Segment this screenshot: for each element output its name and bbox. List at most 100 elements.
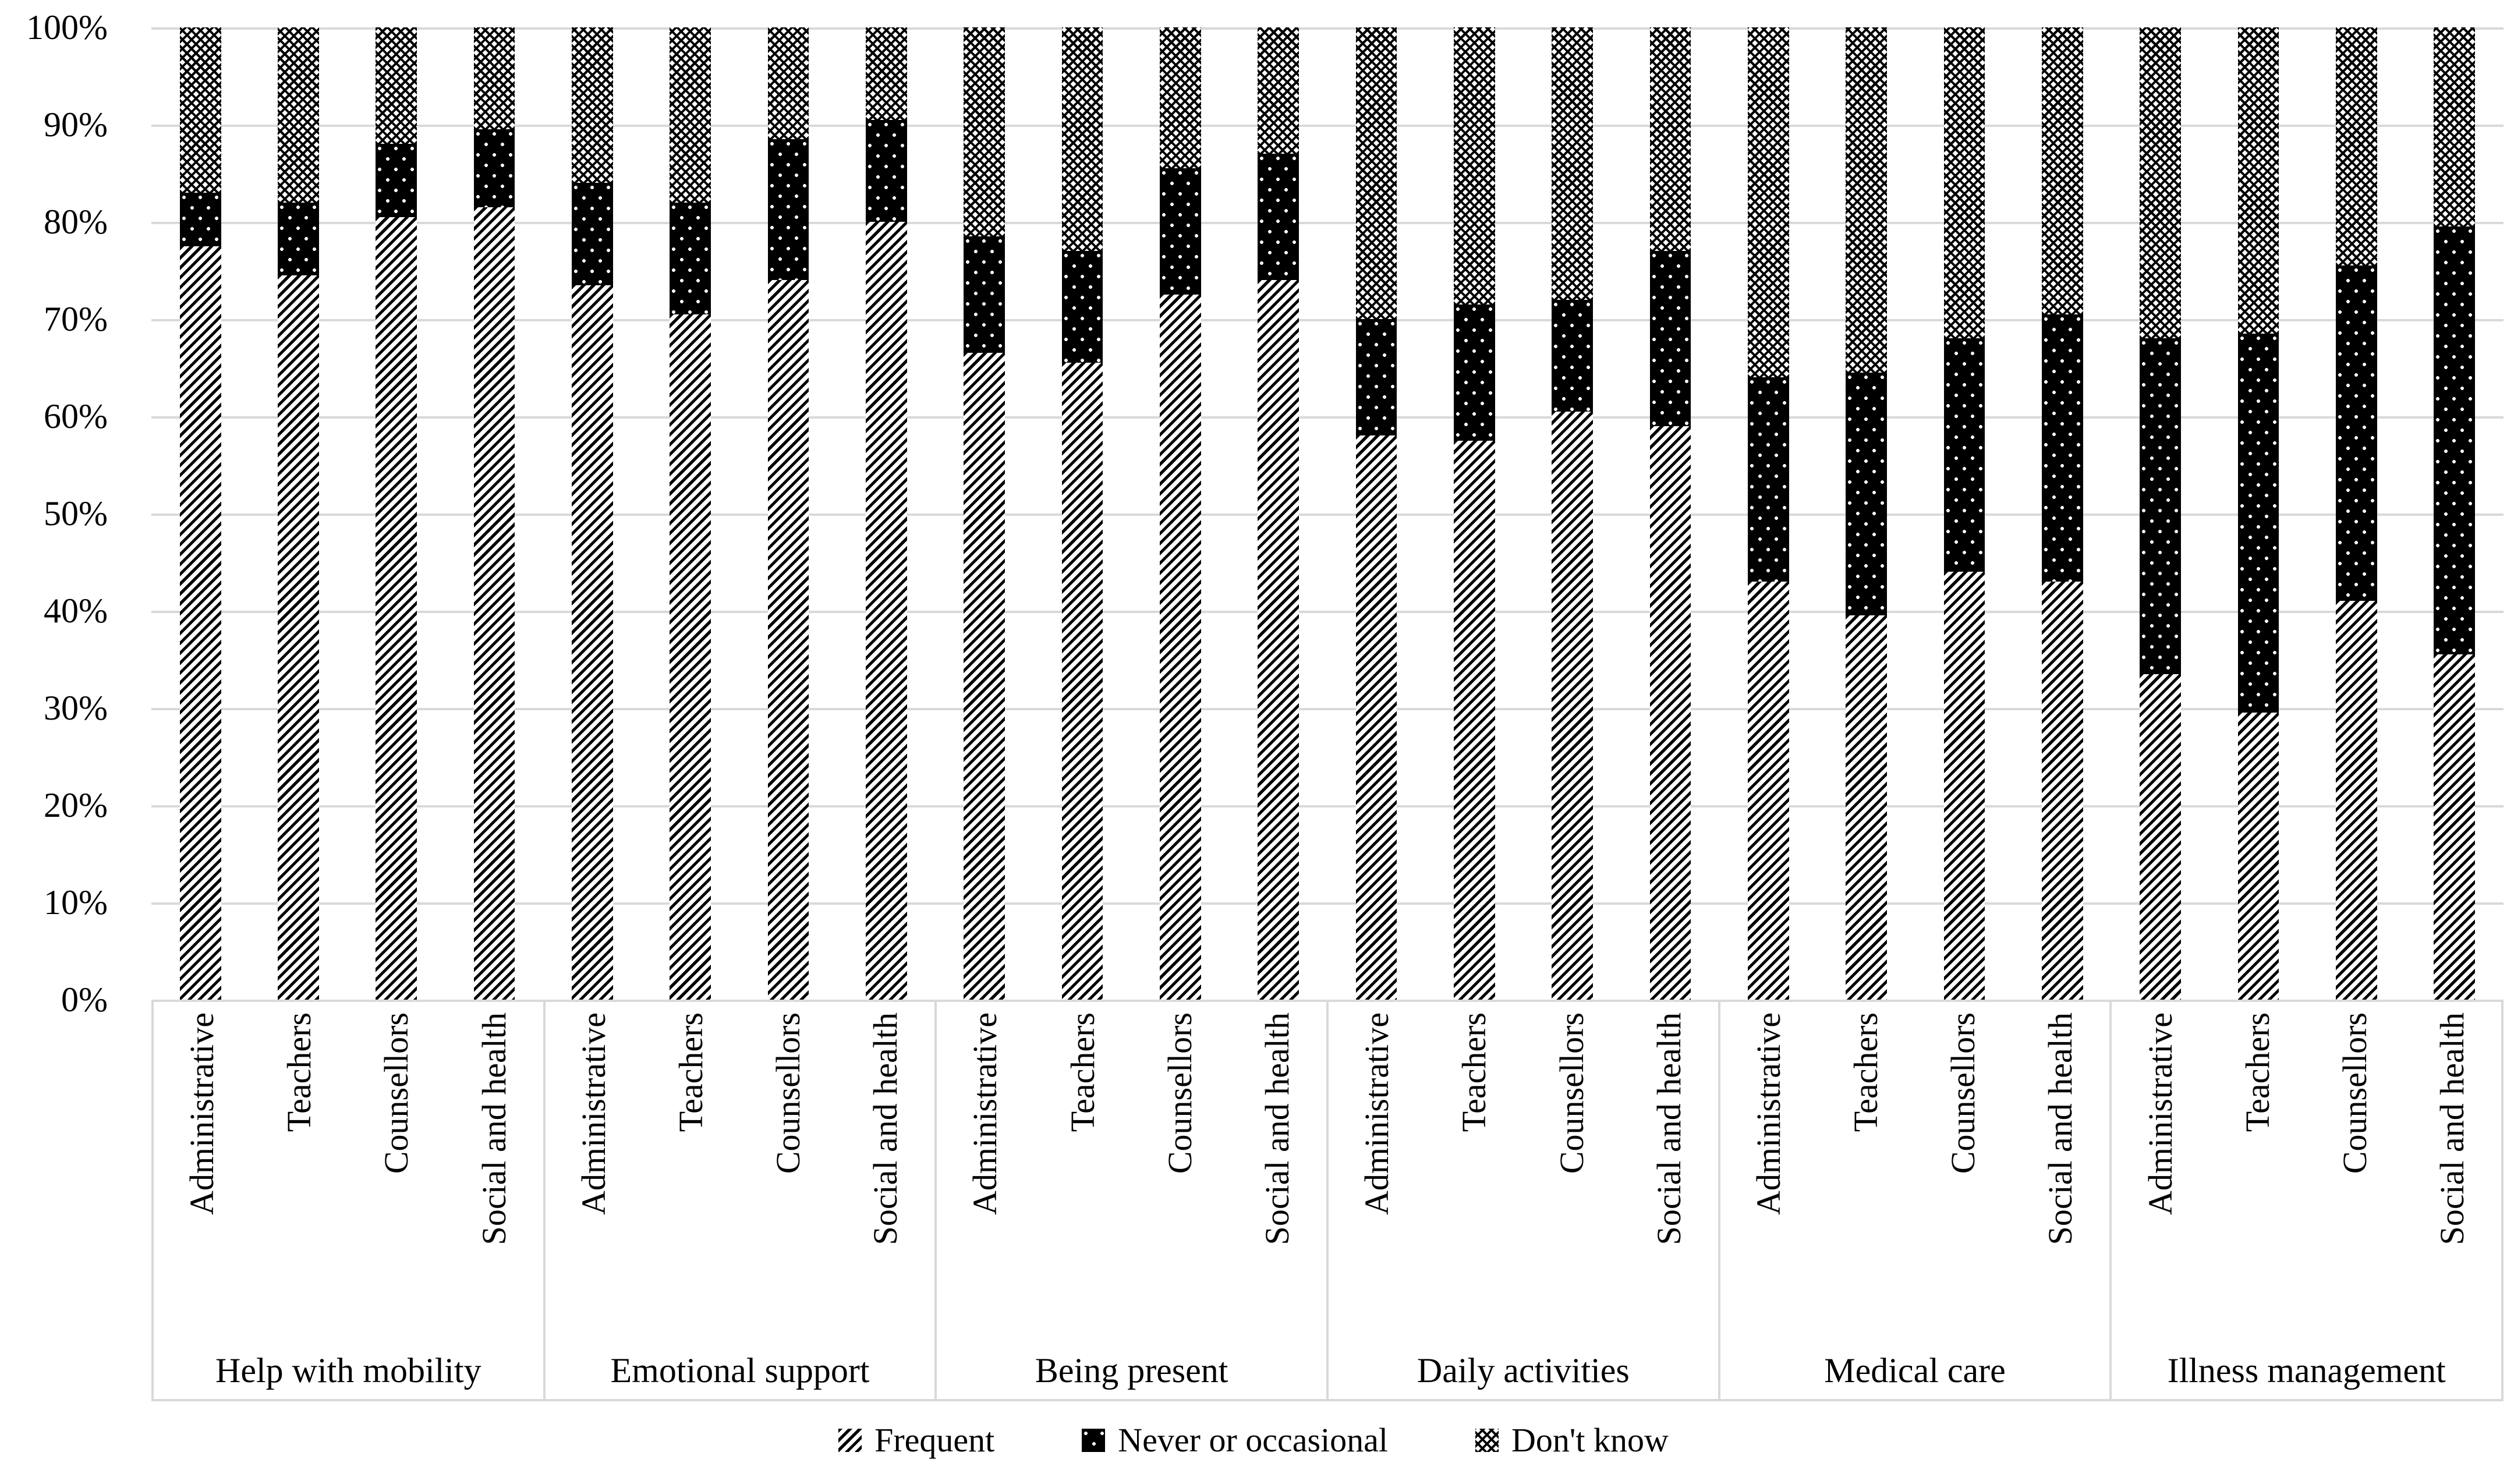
bar-slot <box>1425 27 1523 1000</box>
bar-slot <box>2406 27 2504 1000</box>
category-label-slot: Administrative <box>1329 1002 1426 1328</box>
bar-segment-dont-know <box>1552 27 1594 300</box>
bar-segment-never-or-occasional <box>1160 168 1201 295</box>
category-label: Administrative <box>2141 1012 2179 1215</box>
bar-segment-never-or-occasional <box>179 192 221 246</box>
bar-segment-never-or-occasional <box>866 119 907 222</box>
bar-segment-never-or-occasional <box>1846 372 1888 616</box>
bar-segment-never-or-occasional <box>572 183 613 285</box>
y-tick-label: 100% <box>26 8 108 47</box>
stacked-bar <box>1943 27 1985 1000</box>
y-tick-label: 0% <box>61 980 108 1019</box>
bar-slot <box>1230 27 1327 1000</box>
stacked-bar <box>670 27 711 1000</box>
bar-segment-frequent <box>767 280 809 1000</box>
bar-segment-dont-know <box>278 27 319 203</box>
bar-slot <box>2209 27 2307 1000</box>
bar-slot <box>1327 27 1425 1000</box>
bar-group <box>151 27 543 1000</box>
category-label: Counsellors <box>1944 1012 1982 1174</box>
bar-segment-frequent <box>1943 572 1985 1000</box>
bar-segment-frequent <box>2434 654 2476 1000</box>
category-label: Teachers <box>2238 1012 2276 1132</box>
category-label-slot: Social and health <box>446 1002 543 1328</box>
category-label-slot: Social and health <box>1621 1002 1718 1328</box>
stacked-bar <box>1552 27 1594 1000</box>
category-label: Teachers <box>280 1012 318 1132</box>
legend-swatch-frequent-icon <box>838 1429 862 1452</box>
category-group-cell: Administrative Teachers Counsellors Social … <box>1329 1002 1720 1399</box>
bar-group <box>1327 27 1719 1000</box>
legend-label: Never or occasional <box>1118 1421 1389 1459</box>
bar-segment-dont-know <box>376 27 417 144</box>
category-label: Counsellors <box>377 1012 416 1174</box>
category-label: Teachers <box>1847 1012 1885 1132</box>
category-label-slot: Teachers <box>1035 1002 1132 1328</box>
bar-segment-frequent <box>1552 411 1594 1000</box>
bar-slot <box>936 27 1033 1000</box>
y-tick-label: 70% <box>44 300 108 338</box>
group-label: Medical care <box>1824 1351 2006 1390</box>
bar-group <box>936 27 1327 1000</box>
stacked-bar <box>2140 27 2182 1000</box>
stacked-bar <box>1258 27 1299 1000</box>
bar-segment-dont-know <box>2042 27 2083 314</box>
bar-group <box>1719 27 2111 1000</box>
bar-segment-frequent <box>473 207 515 1000</box>
category-label: Social and health <box>2433 1012 2471 1245</box>
bar-segment-frequent <box>964 353 1005 1000</box>
bar-segment-never-or-occasional <box>767 139 809 281</box>
bar-segment-frequent <box>670 314 711 1000</box>
category-label: Counsellors <box>1160 1012 1199 1174</box>
bar-segment-frequent <box>278 275 319 1000</box>
group-label: Being present <box>1035 1351 1228 1390</box>
category-label-slot: Counsellors <box>2307 1002 2404 1328</box>
bar-segment-never-or-occasional <box>964 236 1005 353</box>
legend-item-never-or-occasional: Never or occasional <box>1082 1423 1388 1457</box>
category-label: Counsellors <box>769 1012 808 1174</box>
category-group-cell: Administrative Teachers Counsellors Social … <box>154 1002 546 1399</box>
category-group-cell: Administrative Teachers Counsellors Social … <box>2112 1002 2501 1399</box>
group-label: Illness management <box>2167 1351 2446 1390</box>
bar-group <box>2112 27 2504 1000</box>
bar-segment-dont-know <box>767 27 809 140</box>
bar-segment-never-or-occasional <box>1355 319 1397 436</box>
bar-segment-never-or-occasional <box>473 129 515 207</box>
bar-segment-frequent <box>2042 581 2083 1000</box>
bar-segment-frequent <box>1846 615 1888 1000</box>
bar-segment-dont-know <box>572 27 613 183</box>
bar-segment-frequent <box>376 217 417 1000</box>
bar-segment-dont-know <box>2434 27 2476 227</box>
bar-segment-never-or-occasional <box>1552 299 1594 412</box>
stacked-bar <box>2042 27 2083 1000</box>
bar-slot <box>1621 27 1719 1000</box>
stacked-bar <box>1061 27 1103 1000</box>
category-label: Teachers <box>1063 1012 1102 1132</box>
bars-row <box>151 27 2504 1000</box>
category-label: Counsellors <box>2335 1012 2374 1174</box>
category-label: Social and health <box>2041 1012 2080 1245</box>
y-tick-label: 90% <box>44 105 108 144</box>
group-label: Daily activities <box>1417 1351 1630 1390</box>
stacked-bar <box>2336 27 2377 1000</box>
category-group-cell: Administrative Teachers Counsellors Social … <box>1720 1002 2112 1399</box>
category-label-slot: Social and health <box>2404 1002 2501 1328</box>
category-label: Teachers <box>1455 1012 1493 1132</box>
stacked-bar <box>1160 27 1201 1000</box>
bar-segment-frequent <box>866 222 907 1000</box>
bar-segment-dont-know <box>1943 27 1985 339</box>
bar-segment-dont-know <box>1355 27 1397 320</box>
legend-swatch-dont-know-icon <box>1475 1429 1499 1452</box>
bar-segment-dont-know <box>670 27 711 203</box>
bar-segment-dont-know <box>964 27 1005 237</box>
category-label-slot: Counsellors <box>1132 1002 1229 1328</box>
category-label: Counsellors <box>1552 1012 1591 1174</box>
stacked-bar <box>572 27 613 1000</box>
bar-segment-dont-know <box>2336 27 2377 266</box>
bar-segment-never-or-occasional <box>1454 304 1495 441</box>
category-group-cell: Administrative Teachers Counsellors Social … <box>937 1002 1329 1399</box>
bar-segment-never-or-occasional <box>1258 154 1299 281</box>
y-tick-label: 60% <box>44 397 108 435</box>
y-tick-label: 40% <box>44 592 108 630</box>
